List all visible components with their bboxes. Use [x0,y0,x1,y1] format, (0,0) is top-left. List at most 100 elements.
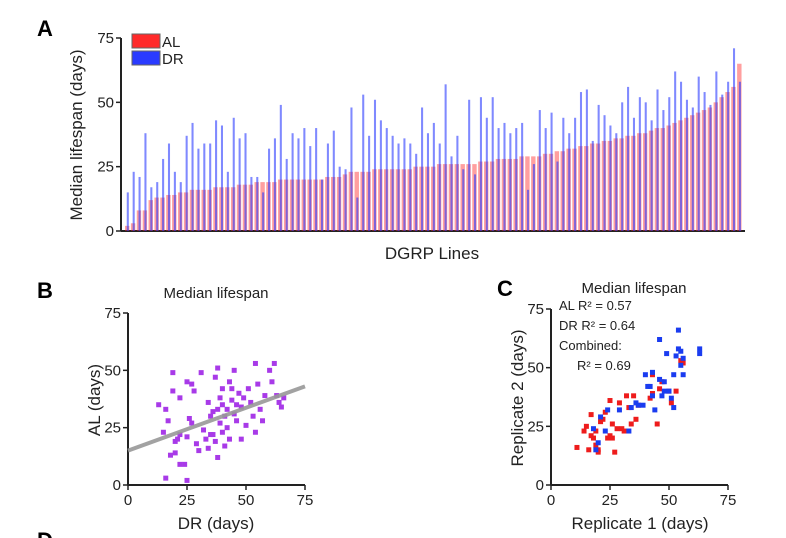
point-b [167,452,173,458]
point-b [196,448,202,454]
bar-dr [521,122,524,231]
bar-dr [203,143,206,231]
point-dr [593,447,599,453]
point-b [160,429,166,435]
bar-dr [391,135,394,231]
c-xlabel: Replicate 1 (days) [571,514,708,533]
point-b [252,360,258,366]
point-al [614,426,620,432]
point-b [222,443,228,449]
point-al [581,428,587,434]
point-dr [657,376,663,382]
b-x-tick-label: 50 [238,492,255,509]
point-b [267,367,273,373]
point-b [212,374,218,380]
point-dr [671,372,677,378]
point-b [219,402,225,408]
point-b [238,404,244,410]
panel-label-b: B [37,278,53,303]
point-dr [642,372,648,378]
a-y-tick-label: 50 [97,94,114,111]
a-y-tick-label: 75 [97,30,114,47]
bar-dr [474,174,477,231]
point-al [631,393,637,399]
bar-dr [503,122,506,231]
point-b [198,370,204,376]
bar-dr [362,94,365,231]
point-b [217,395,223,401]
bar-dr [550,112,553,231]
point-b [231,367,237,373]
bar-dr [468,99,471,231]
point-b [163,475,169,481]
point-dr [652,407,658,413]
point-dr [647,383,653,389]
c-x-tick-label: 50 [661,492,678,509]
panel-label-a: A [37,16,53,41]
bar-dr [415,153,418,231]
bar-dr [185,135,188,231]
point-b [224,425,230,431]
point-b [205,399,211,405]
bar-dr [644,102,647,231]
point-b [163,406,169,412]
point-al [588,412,594,418]
point-b [217,420,223,426]
point-dr [697,351,703,357]
b-x-tick-label: 75 [297,492,314,509]
point-dr [649,369,655,375]
point-b [201,427,207,433]
bar-dr [650,120,653,231]
bar-dr [379,120,382,231]
point-dr [680,355,686,361]
point-b [229,386,235,392]
legend-swatch-dr [131,50,161,66]
point-b [250,413,256,419]
bar-dr [167,143,171,231]
bar-dr [356,197,359,231]
c-annotation-combined-r2: R² = 0.69 [577,358,631,373]
point-al [673,388,679,394]
bar-dr [656,89,659,231]
point-b [191,388,197,394]
point-b [260,418,266,424]
point-dr [657,337,663,343]
point-b [224,406,230,412]
a-xlabel: DGRP Lines [385,244,479,263]
point-b [189,420,195,426]
point-dr [649,393,655,399]
bar-dr [244,133,247,231]
bar-dr [680,81,683,231]
fit-line [127,384,306,453]
panel-label-d: D [37,528,53,538]
point-b [165,418,171,424]
point-b [182,461,188,467]
point-b [229,397,235,403]
a-y-tick-label: 0 [106,223,114,240]
bar-dr [691,107,694,231]
bar-dr [721,94,724,231]
bar-dr [291,133,294,231]
point-b [255,381,261,387]
bar-dr [585,89,588,231]
bar-dr [338,166,341,231]
b-y-tick-label: 50 [104,362,121,379]
point-al [616,400,622,406]
point-al [583,423,589,429]
b-y-tick-label: 0 [113,477,121,494]
point-al [590,435,596,441]
c-x-tick-label: 0 [547,492,555,509]
point-b [226,379,232,385]
point-b [271,360,277,366]
bar-dr [285,158,288,231]
point-dr [640,402,646,408]
a-ylabel: Median lifespan (days) [67,49,86,220]
point-b [226,436,232,442]
point-b [262,393,268,399]
bar-dr [515,128,518,231]
point-dr [673,353,679,359]
point-dr [666,388,672,394]
point-dr [590,426,596,432]
bar-dr [250,176,253,231]
bar-dr [432,122,435,231]
